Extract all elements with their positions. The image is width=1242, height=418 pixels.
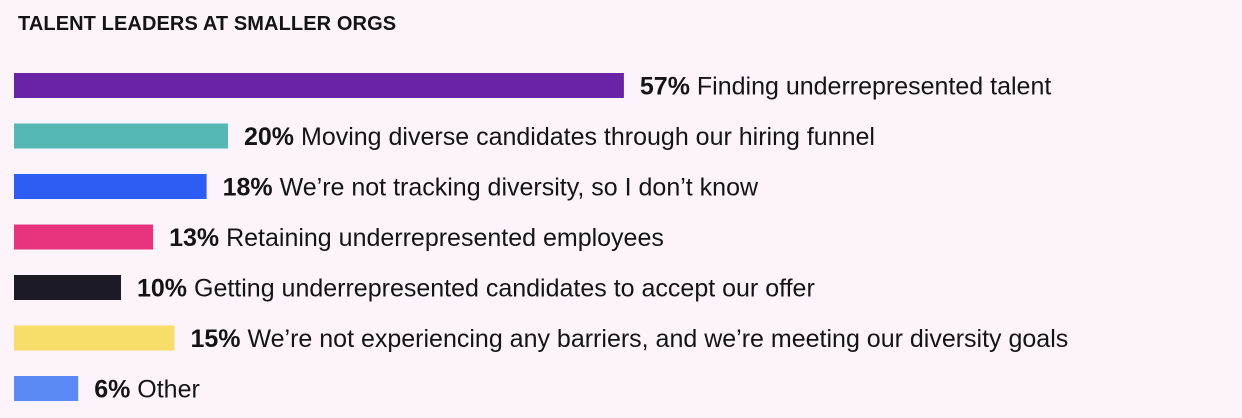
bar-label-4: 13% Retaining underrepresented employees [169, 224, 664, 252]
bar-value-label: 20% [244, 123, 294, 151]
bar-category-label: We’re not experiencing any barriers, and… [241, 325, 1069, 353]
bar-category-label: Other [130, 376, 199, 404]
bar-value-label: 10% [137, 275, 187, 303]
bar-category-label: Retaining underrepresented employees [219, 224, 664, 252]
bar-label-1: 57% Finding underrepresented talent [640, 73, 1051, 101]
bar-7 [14, 376, 79, 401]
bar-2 [14, 123, 228, 149]
bar-category-label: We’re not tracking diversity, so I don’t… [273, 174, 759, 202]
bar-value-label: 57% [640, 73, 690, 101]
bars-group: 57% Finding underrepresented talent 20% M… [14, 73, 1068, 404]
bar-label-3: 18% We’re not tracking diversity, so I d… [223, 174, 759, 202]
bar-label-6: 15% We’re not experiencing any barriers,… [191, 325, 1069, 353]
bar-5 [14, 275, 121, 300]
bar-1 [14, 73, 624, 98]
chart-title: TALENT LEADERS AT SMALLER ORGS [18, 13, 397, 35]
bar-label-2: 20% Moving diverse candidates through ou… [244, 123, 875, 151]
bar-value-label: 6% [94, 376, 130, 404]
bar-category-label: Finding underrepresented talent [690, 73, 1051, 101]
bar-6 [14, 325, 175, 351]
bar-label-7: 6% Other [94, 376, 200, 404]
bar-value-label: 18% [223, 174, 273, 202]
bar-3 [14, 174, 207, 199]
bar-4 [14, 224, 154, 250]
bar-value-label: 15% [191, 325, 241, 353]
bar-category-label: Moving diverse candidates through our hi… [294, 123, 875, 151]
bar-value-label: 13% [169, 224, 219, 252]
bar-category-label: Getting underrepresented candidates to a… [187, 275, 815, 303]
bar-label-5: 10% Getting underrepresented candidates … [137, 275, 815, 303]
